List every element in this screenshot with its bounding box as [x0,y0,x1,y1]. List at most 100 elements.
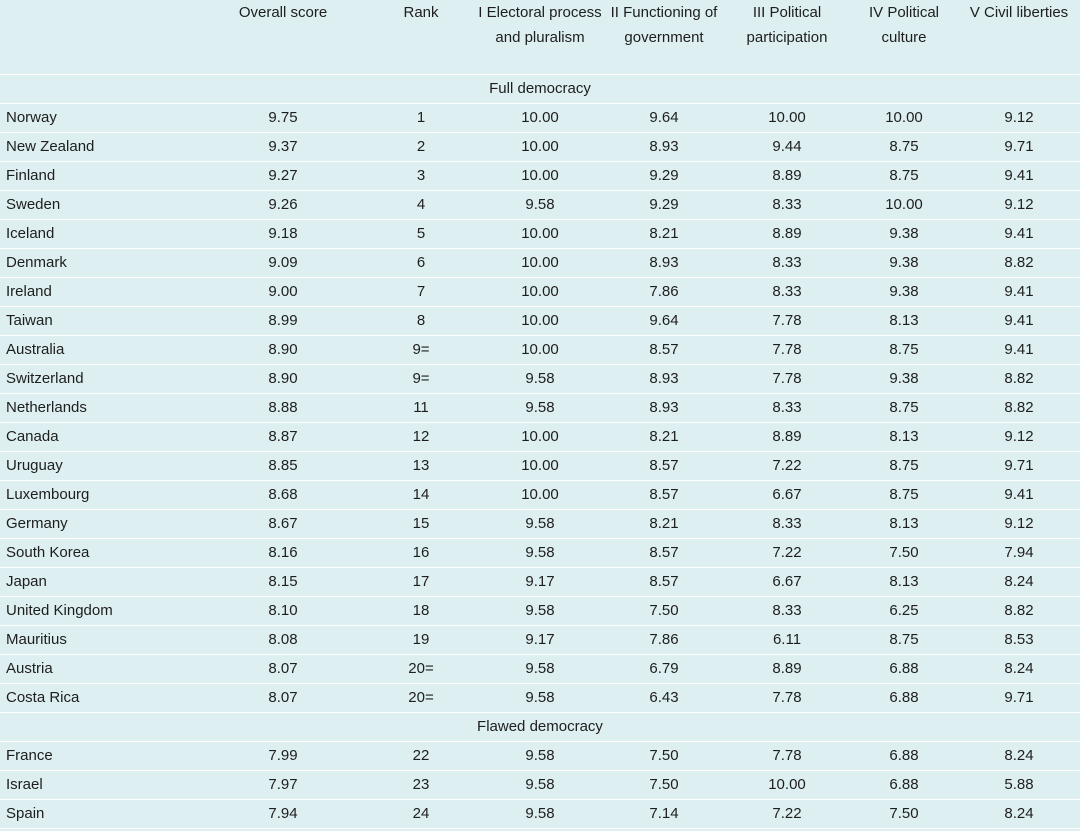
table-row: Uruguay 8.85 13 10.00 8.57 7.22 8.75 9.71 [0,451,1080,481]
functioning-of-government-cell: 6.79 [604,654,724,684]
functioning-of-government-cell: 8.21 [604,422,724,452]
functioning-of-government-cell: 8.57 [604,335,724,365]
civil-liberties-cell: 9.41 [958,480,1080,510]
political-participation-cell: 10.00 [724,770,850,800]
functioning-of-government-cell: 9.29 [604,161,724,191]
header-civil-liberties: V Civil liberties [958,0,1080,75]
electoral-process-cell: 9.58 [476,364,604,394]
civil-liberties-cell: 9.41 [958,161,1080,191]
electoral-process-cell: 10.00 [476,451,604,481]
country-cell: New Zealand [0,132,200,162]
functioning-of-government-cell: 8.21 [604,509,724,539]
civil-liberties-cell: 8.24 [958,654,1080,684]
electoral-process-cell: 9.58 [476,509,604,539]
functioning-of-government-cell: 8.57 [604,451,724,481]
political-culture-cell: 8.13 [850,509,958,539]
rank-cell: 20= [366,654,476,684]
functioning-of-government-cell: 8.93 [604,393,724,423]
electoral-process-cell: 9.17 [476,567,604,597]
section-title: Flawed democracy [0,712,1080,742]
electoral-process-cell: 10.00 [476,103,604,133]
overall-score-cell: 9.75 [200,103,366,133]
country-cell: South Korea [0,538,200,568]
electoral-process-cell: 9.58 [476,770,604,800]
political-participation-cell: 10.00 [724,103,850,133]
overall-score-cell: 8.68 [200,480,366,510]
electoral-process-cell: 9.58 [476,741,604,771]
rank-cell: 5 [366,219,476,249]
electoral-process-cell: 10.00 [476,480,604,510]
civil-liberties-cell: 9.41 [958,306,1080,336]
table-row: Switzerland 8.90 9= 9.58 8.93 7.78 9.38 8.82 [0,364,1080,394]
table-row: Sweden 9.26 4 9.58 9.29 8.33 10.00 9.12 [0,190,1080,220]
electoral-process-cell: 9.58 [476,654,604,684]
rank-cell: 23 [366,770,476,800]
electoral-process-cell: 10.00 [476,248,604,278]
overall-score-cell: 8.16 [200,538,366,568]
overall-score-cell: 9.27 [200,161,366,191]
country-cell: Iceland [0,219,200,249]
rank-cell: 19 [366,625,476,655]
table-row: South Korea 8.16 16 9.58 8.57 7.22 7.50 7.94 [0,538,1080,568]
political-participation-cell: 7.78 [724,306,850,336]
rank-cell: 9= [366,364,476,394]
political-participation-cell: 7.78 [724,335,850,365]
functioning-of-government-cell: 8.57 [604,480,724,510]
header-country [0,0,200,75]
political-culture-cell: 10.00 [850,103,958,133]
rank-cell: 1 [366,103,476,133]
political-participation-cell: 8.33 [724,393,850,423]
rank-cell: 2 [366,132,476,162]
country-cell: Netherlands [0,393,200,423]
civil-liberties-cell: 7.94 [958,538,1080,568]
civil-liberties-cell: 9.12 [958,190,1080,220]
political-culture-cell: 8.13 [850,306,958,336]
electoral-process-cell: 10.00 [476,277,604,307]
civil-liberties-cell: 9.41 [958,335,1080,365]
table-row: United Kingdom 8.10 18 9.58 7.50 8.33 6.25 8.82 [0,596,1080,626]
country-cell: Denmark [0,248,200,278]
functioning-of-government-cell: 7.86 [604,625,724,655]
functioning-of-government-cell: 8.93 [604,248,724,278]
civil-liberties-cell: 8.82 [958,596,1080,626]
political-culture-cell: 6.25 [850,596,958,626]
political-culture-cell: 6.88 [850,654,958,684]
functioning-of-government-cell: 7.86 [604,277,724,307]
civil-liberties-cell: 8.24 [958,741,1080,771]
overall-score-cell: 9.26 [200,190,366,220]
overall-score-cell: 8.10 [200,596,366,626]
electoral-process-cell: 10.00 [476,422,604,452]
political-participation-cell: 9.44 [724,132,850,162]
country-cell: Costa Rica [0,683,200,713]
overall-score-cell: 8.90 [200,335,366,365]
table-row: Australia 8.90 9= 10.00 8.57 7.78 8.75 9.41 [0,335,1080,365]
overall-score-cell: 8.88 [200,393,366,423]
table-row: Denmark 9.09 6 10.00 8.93 8.33 9.38 8.82 [0,248,1080,278]
table-row: France 7.99 22 9.58 7.50 7.78 6.88 8.24 [0,741,1080,771]
table-body: Full democracy Norway 9.75 1 10.00 9.64 10.00 1… [0,74,1080,829]
table-row: Austria 8.07 20= 9.58 6.79 8.89 6.88 8.24 [0,654,1080,684]
political-participation-cell: 6.67 [724,480,850,510]
functioning-of-government-cell: 7.14 [604,799,724,829]
rank-cell: 20= [366,683,476,713]
electoral-process-cell: 9.58 [476,190,604,220]
rank-cell: 22 [366,741,476,771]
header-political-culture: IV Political culture [850,0,958,75]
overall-score-cell: 8.87 [200,422,366,452]
country-cell: Australia [0,335,200,365]
political-participation-cell: 7.78 [724,741,850,771]
political-culture-cell: 7.50 [850,799,958,829]
table-row: Canada 8.87 12 10.00 8.21 8.89 8.13 9.12 [0,422,1080,452]
political-participation-cell: 7.22 [724,538,850,568]
overall-score-cell: 8.07 [200,654,366,684]
functioning-of-government-cell: 8.21 [604,219,724,249]
country-cell: Spain [0,799,200,829]
table-row: Ireland 9.00 7 10.00 7.86 8.33 9.38 9.41 [0,277,1080,307]
civil-liberties-cell: 8.82 [958,248,1080,278]
rank-cell: 12 [366,422,476,452]
civil-liberties-cell: 9.12 [958,103,1080,133]
country-cell: United Kingdom [0,596,200,626]
country-cell: Norway [0,103,200,133]
political-participation-cell: 8.33 [724,596,850,626]
table-row: Luxembourg 8.68 14 10.00 8.57 6.67 8.75 9.41 [0,480,1080,510]
